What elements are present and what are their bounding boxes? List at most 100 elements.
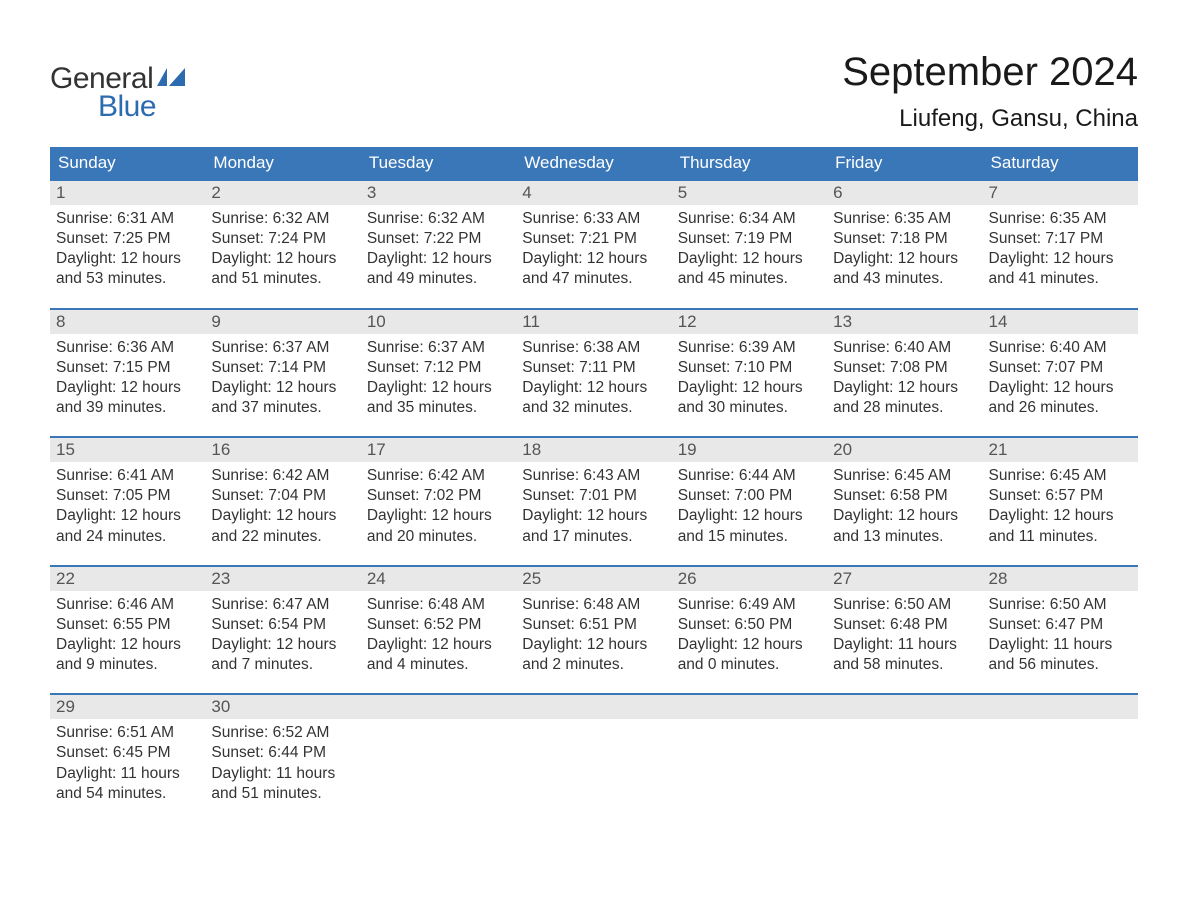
- day-number: 7: [983, 181, 1138, 205]
- day-details: Sunrise: 6:34 AMSunset: 7:19 PMDaylight:…: [672, 205, 827, 290]
- day-cell: 22Sunrise: 6:46 AMSunset: 6:55 PMDayligh…: [50, 565, 205, 694]
- daylight-text: Daylight: 12 hours and 4 minutes.: [367, 635, 510, 675]
- week-row: 8Sunrise: 6:36 AMSunset: 7:15 PMDaylight…: [50, 308, 1138, 437]
- day-number: 30: [205, 695, 360, 719]
- day-cell: 9Sunrise: 6:37 AMSunset: 7:14 PMDaylight…: [205, 308, 360, 437]
- day-cell: 14Sunrise: 6:40 AMSunset: 7:07 PMDayligh…: [983, 308, 1138, 437]
- day-cell: 8Sunrise: 6:36 AMSunset: 7:15 PMDaylight…: [50, 308, 205, 437]
- sunset-text: Sunset: 6:58 PM: [833, 486, 976, 506]
- day-details: Sunrise: 6:32 AMSunset: 7:22 PMDaylight:…: [361, 205, 516, 290]
- location-label: Liufeng, Gansu, China: [842, 105, 1138, 133]
- daylight-text: Daylight: 12 hours and 15 minutes.: [678, 506, 821, 546]
- day-cell: 18Sunrise: 6:43 AMSunset: 7:01 PMDayligh…: [516, 436, 671, 565]
- sunset-text: Sunset: 6:52 PM: [367, 615, 510, 635]
- day-details: Sunrise: 6:50 AMSunset: 6:47 PMDaylight:…: [983, 591, 1138, 676]
- day-cell: 3Sunrise: 6:32 AMSunset: 7:22 PMDaylight…: [361, 179, 516, 308]
- day-number: 17: [361, 438, 516, 462]
- day-number: 10: [361, 310, 516, 334]
- sunset-text: Sunset: 6:48 PM: [833, 615, 976, 635]
- day-number-bar: [827, 695, 982, 719]
- sunset-text: Sunset: 7:25 PM: [56, 229, 199, 249]
- flag-icon: [157, 68, 185, 88]
- day-number: 28: [983, 567, 1138, 591]
- day-details: Sunrise: 6:35 AMSunset: 7:18 PMDaylight:…: [827, 205, 982, 290]
- day-cell-empty: [827, 693, 982, 822]
- day-cell: 6Sunrise: 6:35 AMSunset: 7:18 PMDaylight…: [827, 179, 982, 308]
- daylight-text: Daylight: 12 hours and 26 minutes.: [989, 378, 1132, 418]
- weekday-header-cell: Friday: [827, 147, 982, 179]
- weekday-header-cell: Saturday: [983, 147, 1138, 179]
- logo: General Blue: [50, 62, 185, 124]
- day-details: Sunrise: 6:48 AMSunset: 6:52 PMDaylight:…: [361, 591, 516, 676]
- day-number: 25: [516, 567, 671, 591]
- sunset-text: Sunset: 7:11 PM: [522, 358, 665, 378]
- sunset-text: Sunset: 6:45 PM: [56, 743, 199, 763]
- day-number: 22: [50, 567, 205, 591]
- day-number: 1: [50, 181, 205, 205]
- daylight-text: Daylight: 11 hours and 56 minutes.: [989, 635, 1132, 675]
- daylight-text: Daylight: 12 hours and 11 minutes.: [989, 506, 1132, 546]
- sunrise-text: Sunrise: 6:38 AM: [522, 338, 665, 358]
- sunset-text: Sunset: 7:19 PM: [678, 229, 821, 249]
- sunset-text: Sunset: 7:21 PM: [522, 229, 665, 249]
- day-number-bar: [983, 695, 1138, 719]
- sunrise-text: Sunrise: 6:40 AM: [833, 338, 976, 358]
- day-details: Sunrise: 6:45 AMSunset: 6:58 PMDaylight:…: [827, 462, 982, 547]
- day-number: 20: [827, 438, 982, 462]
- day-details: Sunrise: 6:52 AMSunset: 6:44 PMDaylight:…: [205, 719, 360, 804]
- sunrise-text: Sunrise: 6:37 AM: [367, 338, 510, 358]
- day-cell-empty: [516, 693, 671, 822]
- sunrise-text: Sunrise: 6:34 AM: [678, 209, 821, 229]
- week-row: 22Sunrise: 6:46 AMSunset: 6:55 PMDayligh…: [50, 565, 1138, 694]
- day-details: Sunrise: 6:40 AMSunset: 7:08 PMDaylight:…: [827, 334, 982, 419]
- daylight-text: Daylight: 12 hours and 49 minutes.: [367, 249, 510, 289]
- weekday-header-cell: Thursday: [672, 147, 827, 179]
- sunset-text: Sunset: 7:00 PM: [678, 486, 821, 506]
- title-block: September 2024 Liufeng, Gansu, China: [842, 50, 1138, 133]
- day-details: Sunrise: 6:36 AMSunset: 7:15 PMDaylight:…: [50, 334, 205, 419]
- daylight-text: Daylight: 12 hours and 24 minutes.: [56, 506, 199, 546]
- day-number: 4: [516, 181, 671, 205]
- daylight-text: Daylight: 12 hours and 39 minutes.: [56, 378, 199, 418]
- daylight-text: Daylight: 12 hours and 30 minutes.: [678, 378, 821, 418]
- day-cell: 10 Sunrise: 6:37 AMSunset: 7:12 PMDayligh…: [361, 308, 516, 437]
- day-number: 5: [672, 181, 827, 205]
- sunrise-text: Sunrise: 6:41 AM: [56, 466, 199, 486]
- daylight-text: Daylight: 12 hours and 0 minutes.: [678, 635, 821, 675]
- day-number: 27: [827, 567, 982, 591]
- day-cell: 17Sunrise: 6:42 AMSunset: 7:02 PMDayligh…: [361, 436, 516, 565]
- sunrise-text: Sunrise: 6:50 AM: [833, 595, 976, 615]
- daylight-text: Daylight: 12 hours and 35 minutes.: [367, 378, 510, 418]
- daylight-text: Daylight: 12 hours and 47 minutes.: [522, 249, 665, 289]
- day-number-bar: [361, 695, 516, 719]
- day-cell: 20Sunrise: 6:45 AMSunset: 6:58 PMDayligh…: [827, 436, 982, 565]
- daylight-text: Daylight: 12 hours and 45 minutes.: [678, 249, 821, 289]
- week-row: 15Sunrise: 6:41 AMSunset: 7:05 PMDayligh…: [50, 436, 1138, 565]
- daylight-text: Daylight: 12 hours and 41 minutes.: [989, 249, 1132, 289]
- day-details: Sunrise: 6:43 AMSunset: 7:01 PMDaylight:…: [516, 462, 671, 547]
- sunset-text: Sunset: 7:10 PM: [678, 358, 821, 378]
- sunrise-text: Sunrise: 6:45 AM: [833, 466, 976, 486]
- day-number: 6: [827, 181, 982, 205]
- sunrise-text: Sunrise: 6:52 AM: [211, 723, 354, 743]
- day-cell: 29Sunrise: 6:51 AMSunset: 6:45 PMDayligh…: [50, 693, 205, 822]
- daylight-text: Daylight: 12 hours and 28 minutes.: [833, 378, 976, 418]
- sunrise-text: Sunrise: 6:37 AM: [211, 338, 354, 358]
- sunrise-text: Sunrise: 6:32 AM: [211, 209, 354, 229]
- sunset-text: Sunset: 7:05 PM: [56, 486, 199, 506]
- daylight-text: Daylight: 11 hours and 51 minutes.: [211, 764, 354, 804]
- calendar: SundayMondayTuesdayWednesdayThursdayFrid…: [50, 147, 1138, 822]
- day-cell: 11Sunrise: 6:38 AMSunset: 7:11 PMDayligh…: [516, 308, 671, 437]
- sunset-text: Sunset: 7:18 PM: [833, 229, 976, 249]
- day-cell-empty: [983, 693, 1138, 822]
- day-cell: 21Sunrise: 6:45 AMSunset: 6:57 PMDayligh…: [983, 436, 1138, 565]
- sunset-text: Sunset: 7:02 PM: [367, 486, 510, 506]
- day-cell: 12Sunrise: 6:39 AMSunset: 7:10 PMDayligh…: [672, 308, 827, 437]
- sunset-text: Sunset: 7:14 PM: [211, 358, 354, 378]
- daylight-text: Daylight: 12 hours and 13 minutes.: [833, 506, 976, 546]
- sunset-text: Sunset: 7:12 PM: [367, 358, 510, 378]
- day-details: Sunrise: 6:42 AMSunset: 7:02 PMDaylight:…: [361, 462, 516, 547]
- page-title: September 2024: [842, 50, 1138, 95]
- day-details: Sunrise: 6:51 AMSunset: 6:45 PMDaylight:…: [50, 719, 205, 804]
- weeks-container: 1Sunrise: 6:31 AMSunset: 7:25 PMDaylight…: [50, 179, 1138, 822]
